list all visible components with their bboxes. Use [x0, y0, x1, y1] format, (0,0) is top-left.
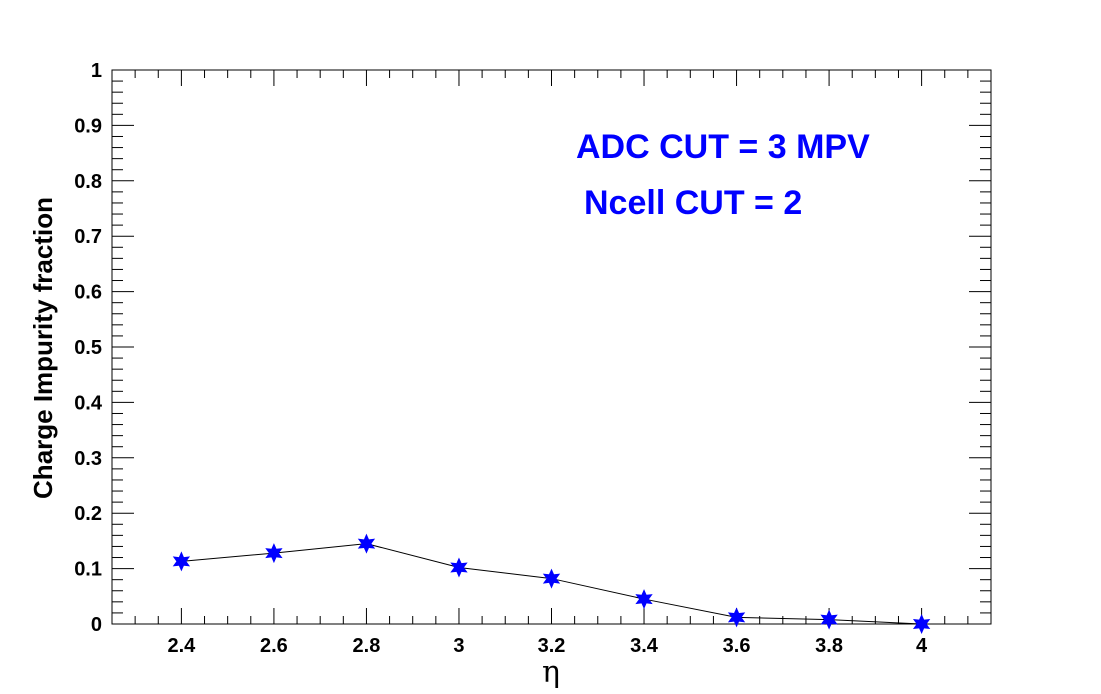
y-tick-label: 0.1	[74, 559, 102, 581]
y-tick-label: 1	[91, 60, 102, 82]
data-point	[450, 557, 468, 578]
x-tick-label: 3	[453, 635, 464, 657]
y-tick-labels: 0 0.1 0.2 0.3 0.4 0.5 0.6 0.7 0.8 0.9 1	[74, 60, 103, 636]
x-tick-labels: 2.4 2.6 2.8 3 3.2 3.4 3.6 3.8 4	[167, 635, 928, 657]
annotation-adc-cut: ADC CUT = 3 MPV	[576, 128, 870, 166]
x-tick-label: 3.4	[630, 635, 659, 657]
x-tick-label: 3.6	[723, 635, 751, 657]
data-point	[542, 568, 561, 589]
data-point	[635, 589, 653, 610]
annotation-ncell-cut: Ncell CUT = 2	[584, 184, 802, 222]
x-tick-label: 3.2	[538, 635, 566, 657]
x-axis-label: η	[542, 655, 560, 690]
data-point	[820, 609, 838, 630]
y-tick-label: 0.4	[74, 392, 103, 414]
x-tick-label: 2.6	[260, 635, 288, 657]
data-point	[727, 607, 746, 628]
y-tick-label: 0.8	[74, 171, 102, 193]
data-point	[265, 543, 283, 564]
y-tick-label: 0.2	[74, 503, 102, 525]
data-point	[172, 551, 191, 572]
x-tick-label: 3.8	[815, 635, 843, 657]
data-point	[357, 533, 376, 554]
y-tick-label: 0.5	[74, 337, 102, 359]
y-tick-label: 0.3	[74, 448, 102, 470]
y-tick-label: 0	[91, 614, 102, 636]
data-markers	[172, 533, 931, 634]
data-point	[912, 614, 931, 634]
x-tick-label: 2.4	[167, 635, 196, 657]
y-tick-label: 0.7	[74, 226, 102, 248]
y-tick-label: 0.9	[74, 115, 102, 137]
x-tick-label: 4	[916, 635, 928, 657]
y-axis-label: Charge Impurity fraction	[28, 197, 58, 499]
axis-ticks	[111, 69, 992, 625]
y-tick-label: 0.6	[74, 282, 102, 304]
x-tick-label: 2.8	[353, 635, 381, 657]
